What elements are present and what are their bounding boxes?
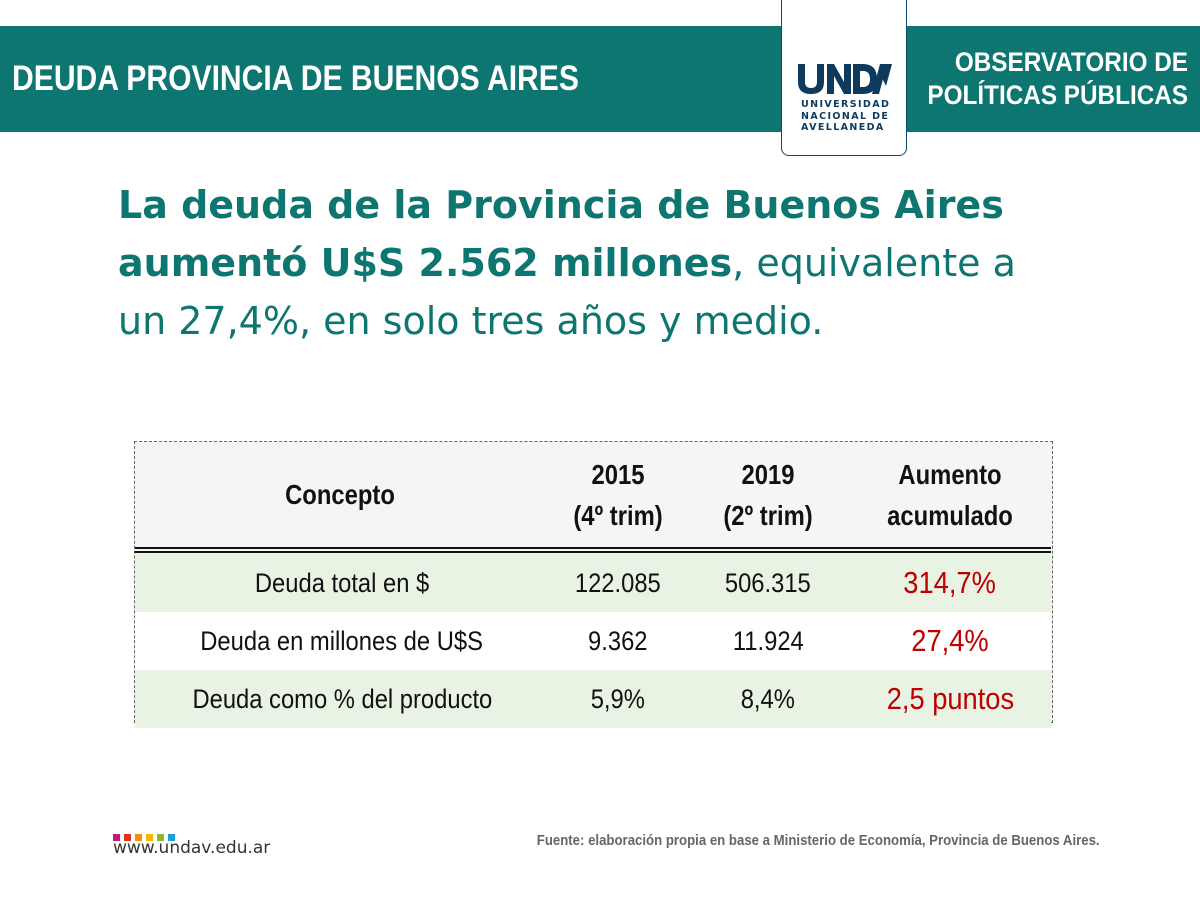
observatory-title-line1: OBSERVATORIO DE [954, 47, 1188, 77]
header-rule-bottom [135, 551, 1051, 553]
table-header: Concepto 2015 (4º trim) 2019 (2º trim) Aum… [135, 442, 1051, 547]
table-row: Deuda total en $ 122.085 506.315 314,7% [135, 554, 1051, 612]
website-link[interactable]: www.undav.edu.ar [113, 838, 271, 858]
row-value-2019: 506.315 [725, 567, 811, 598]
row-value-2019: 11.924 [732, 625, 804, 656]
source-note: Fuente: elaboración propia en base a Min… [537, 832, 1100, 849]
undav-logo: UNIVERSIDAD NACIONAL DE AVELLANEDA [781, 0, 907, 156]
row-concept: Deuda en millones de U$S [200, 625, 484, 656]
brand-dot [113, 834, 120, 841]
debt-table: Concepto 2015 (4º trim) 2019 (2º trim) Aum… [134, 441, 1053, 728]
headline-line1: La deuda de la Provincia de Buenos Aires [118, 183, 1004, 227]
brand-dot [146, 834, 153, 841]
table-row: Deuda como % del producto 5,9% 8,4% 2,5 … [135, 670, 1051, 728]
row-value-2015: 122.085 [575, 567, 661, 598]
undav-logo-text: UNIVERSIDAD NACIONAL DE AVELLANEDA [801, 99, 890, 134]
undav-logo-mark [798, 64, 892, 94]
observatory-title-line2: POLÍTICAS PÚBLICAS [927, 80, 1188, 110]
row-concept: Deuda como % del producto [192, 683, 492, 714]
brand-dot [124, 834, 131, 841]
row-value-2015: 5,9% [590, 683, 646, 714]
headline: La deuda de la Provincia de Buenos Aires… [118, 176, 1158, 350]
header-2019: 2019 (2º trim) [723, 458, 813, 531]
header-increase: Aumento acumulado [887, 458, 1013, 531]
logo-line2: NACIONAL DE [801, 110, 890, 122]
row-concept: Deuda total en $ [254, 567, 430, 598]
header-bar [0, 26, 1200, 132]
brand-dot [135, 834, 142, 841]
observatory-title: OBSERVATORIO DE POLÍTICAS PÚBLICAS [927, 46, 1188, 112]
logo-line3: AVELLANEDA [801, 122, 885, 133]
header-rule-top [135, 547, 1051, 549]
headline-line2-bold: aumentó U$S 2.562 millones [118, 241, 733, 285]
row-value-2019: 8,4% [740, 683, 796, 714]
header-2015: 2015 (4º trim) [573, 458, 663, 531]
row-increase: 27,4% [911, 623, 989, 658]
headline-line3: un 27,4%, en solo tres años y medio. [118, 299, 824, 343]
brand-dot [157, 834, 164, 841]
brand-dot [168, 834, 175, 841]
page-title: DEUDA PROVINCIA DE BUENOS AIRES [12, 59, 579, 98]
header-concept: Concepto [285, 479, 395, 510]
headline-line2-rest: , equivalente a [732, 241, 1016, 285]
row-increase: 2,5 puntos [886, 681, 1014, 716]
row-increase: 314,7% [903, 565, 997, 600]
brand-color-dots [113, 828, 179, 841]
row-value-2015: 9.362 [588, 625, 648, 656]
table-row: Deuda en millones de U$S 9.362 11.924 27… [135, 612, 1051, 670]
logo-line1: UNIVERSIDAD [801, 99, 891, 110]
